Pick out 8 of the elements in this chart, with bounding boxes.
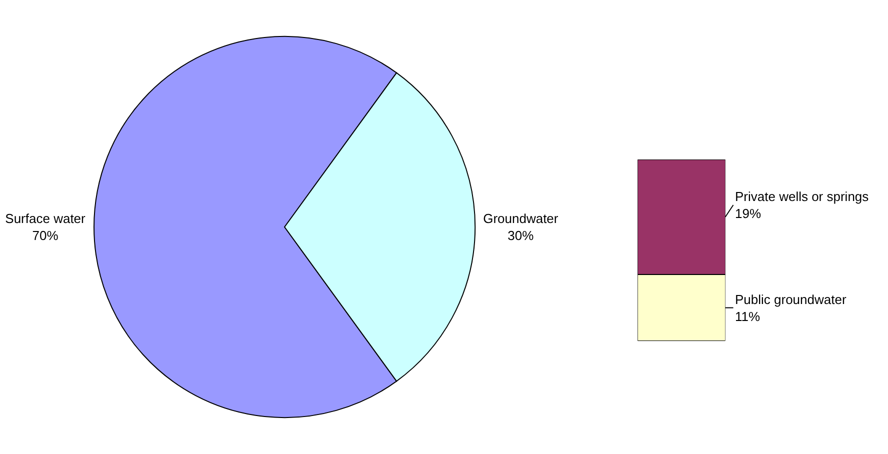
data-label: 30%: [508, 228, 534, 243]
data-label: 11%: [735, 308, 760, 324]
data-label: 70%: [32, 228, 59, 243]
slice-label: Surface water: [5, 211, 86, 226]
series-label: Private wells or springs: [735, 189, 870, 204]
series-label: Public groundwater: [735, 292, 847, 307]
slice-label: Groundwater: [483, 211, 559, 226]
data-label: 19%: [735, 206, 762, 221]
